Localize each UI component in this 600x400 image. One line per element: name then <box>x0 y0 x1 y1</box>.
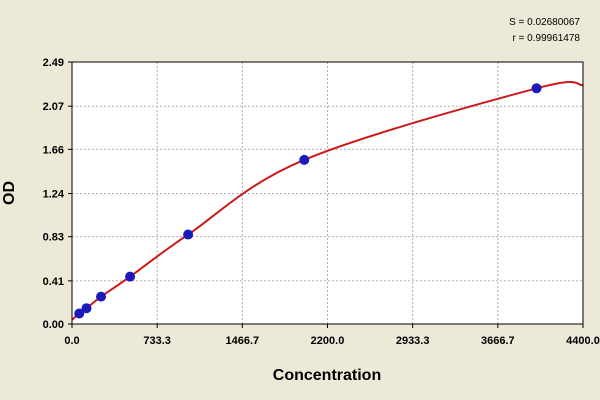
x-tick-label: 2200.0 <box>311 335 345 347</box>
data-points-layer <box>74 83 542 319</box>
x-tick-label: 2933.3 <box>396 335 430 347</box>
y-tick-label: 0.00 <box>43 319 64 331</box>
fit-r-value: r = 0.99961478 <box>512 33 580 44</box>
y-tick-label: 0.83 <box>43 232 64 244</box>
data-point <box>531 83 542 94</box>
y-tick-label: 1.24 <box>43 189 65 201</box>
y-axis-title: OD <box>1 181 18 205</box>
x-tick-label: 733.3 <box>143 335 171 347</box>
x-tick-label: 1466.7 <box>226 335 260 347</box>
x-tick-label: 4400.0 <box>566 335 600 347</box>
data-point <box>96 291 107 302</box>
x-tick-labels: 0.0 733.3 1466.7 2200.0 2933.3 3666.7 4400.0 <box>64 324 600 347</box>
y-tick-label: 1.66 <box>43 144 64 156</box>
plot-area <box>72 62 583 324</box>
data-point <box>81 303 92 314</box>
grid-lines <box>72 62 583 324</box>
fit-s-value: S = 0.02680067 <box>509 17 580 28</box>
y-tick-label: 2.49 <box>43 57 64 69</box>
y-tick-labels: 0.00 0.41 0.83 1.24 1.66 2.07 2.49 <box>43 57 72 331</box>
y-tick-label: 0.41 <box>43 276 64 288</box>
data-point <box>183 229 194 240</box>
data-point <box>74 308 85 319</box>
y-tick-label: 2.07 <box>43 101 64 113</box>
x-axis-title: Concentration <box>273 367 381 384</box>
x-tick-label: 3666.7 <box>481 335 515 347</box>
data-point <box>125 271 136 282</box>
x-tick-label: 0.0 <box>64 335 79 347</box>
data-point <box>299 154 310 165</box>
